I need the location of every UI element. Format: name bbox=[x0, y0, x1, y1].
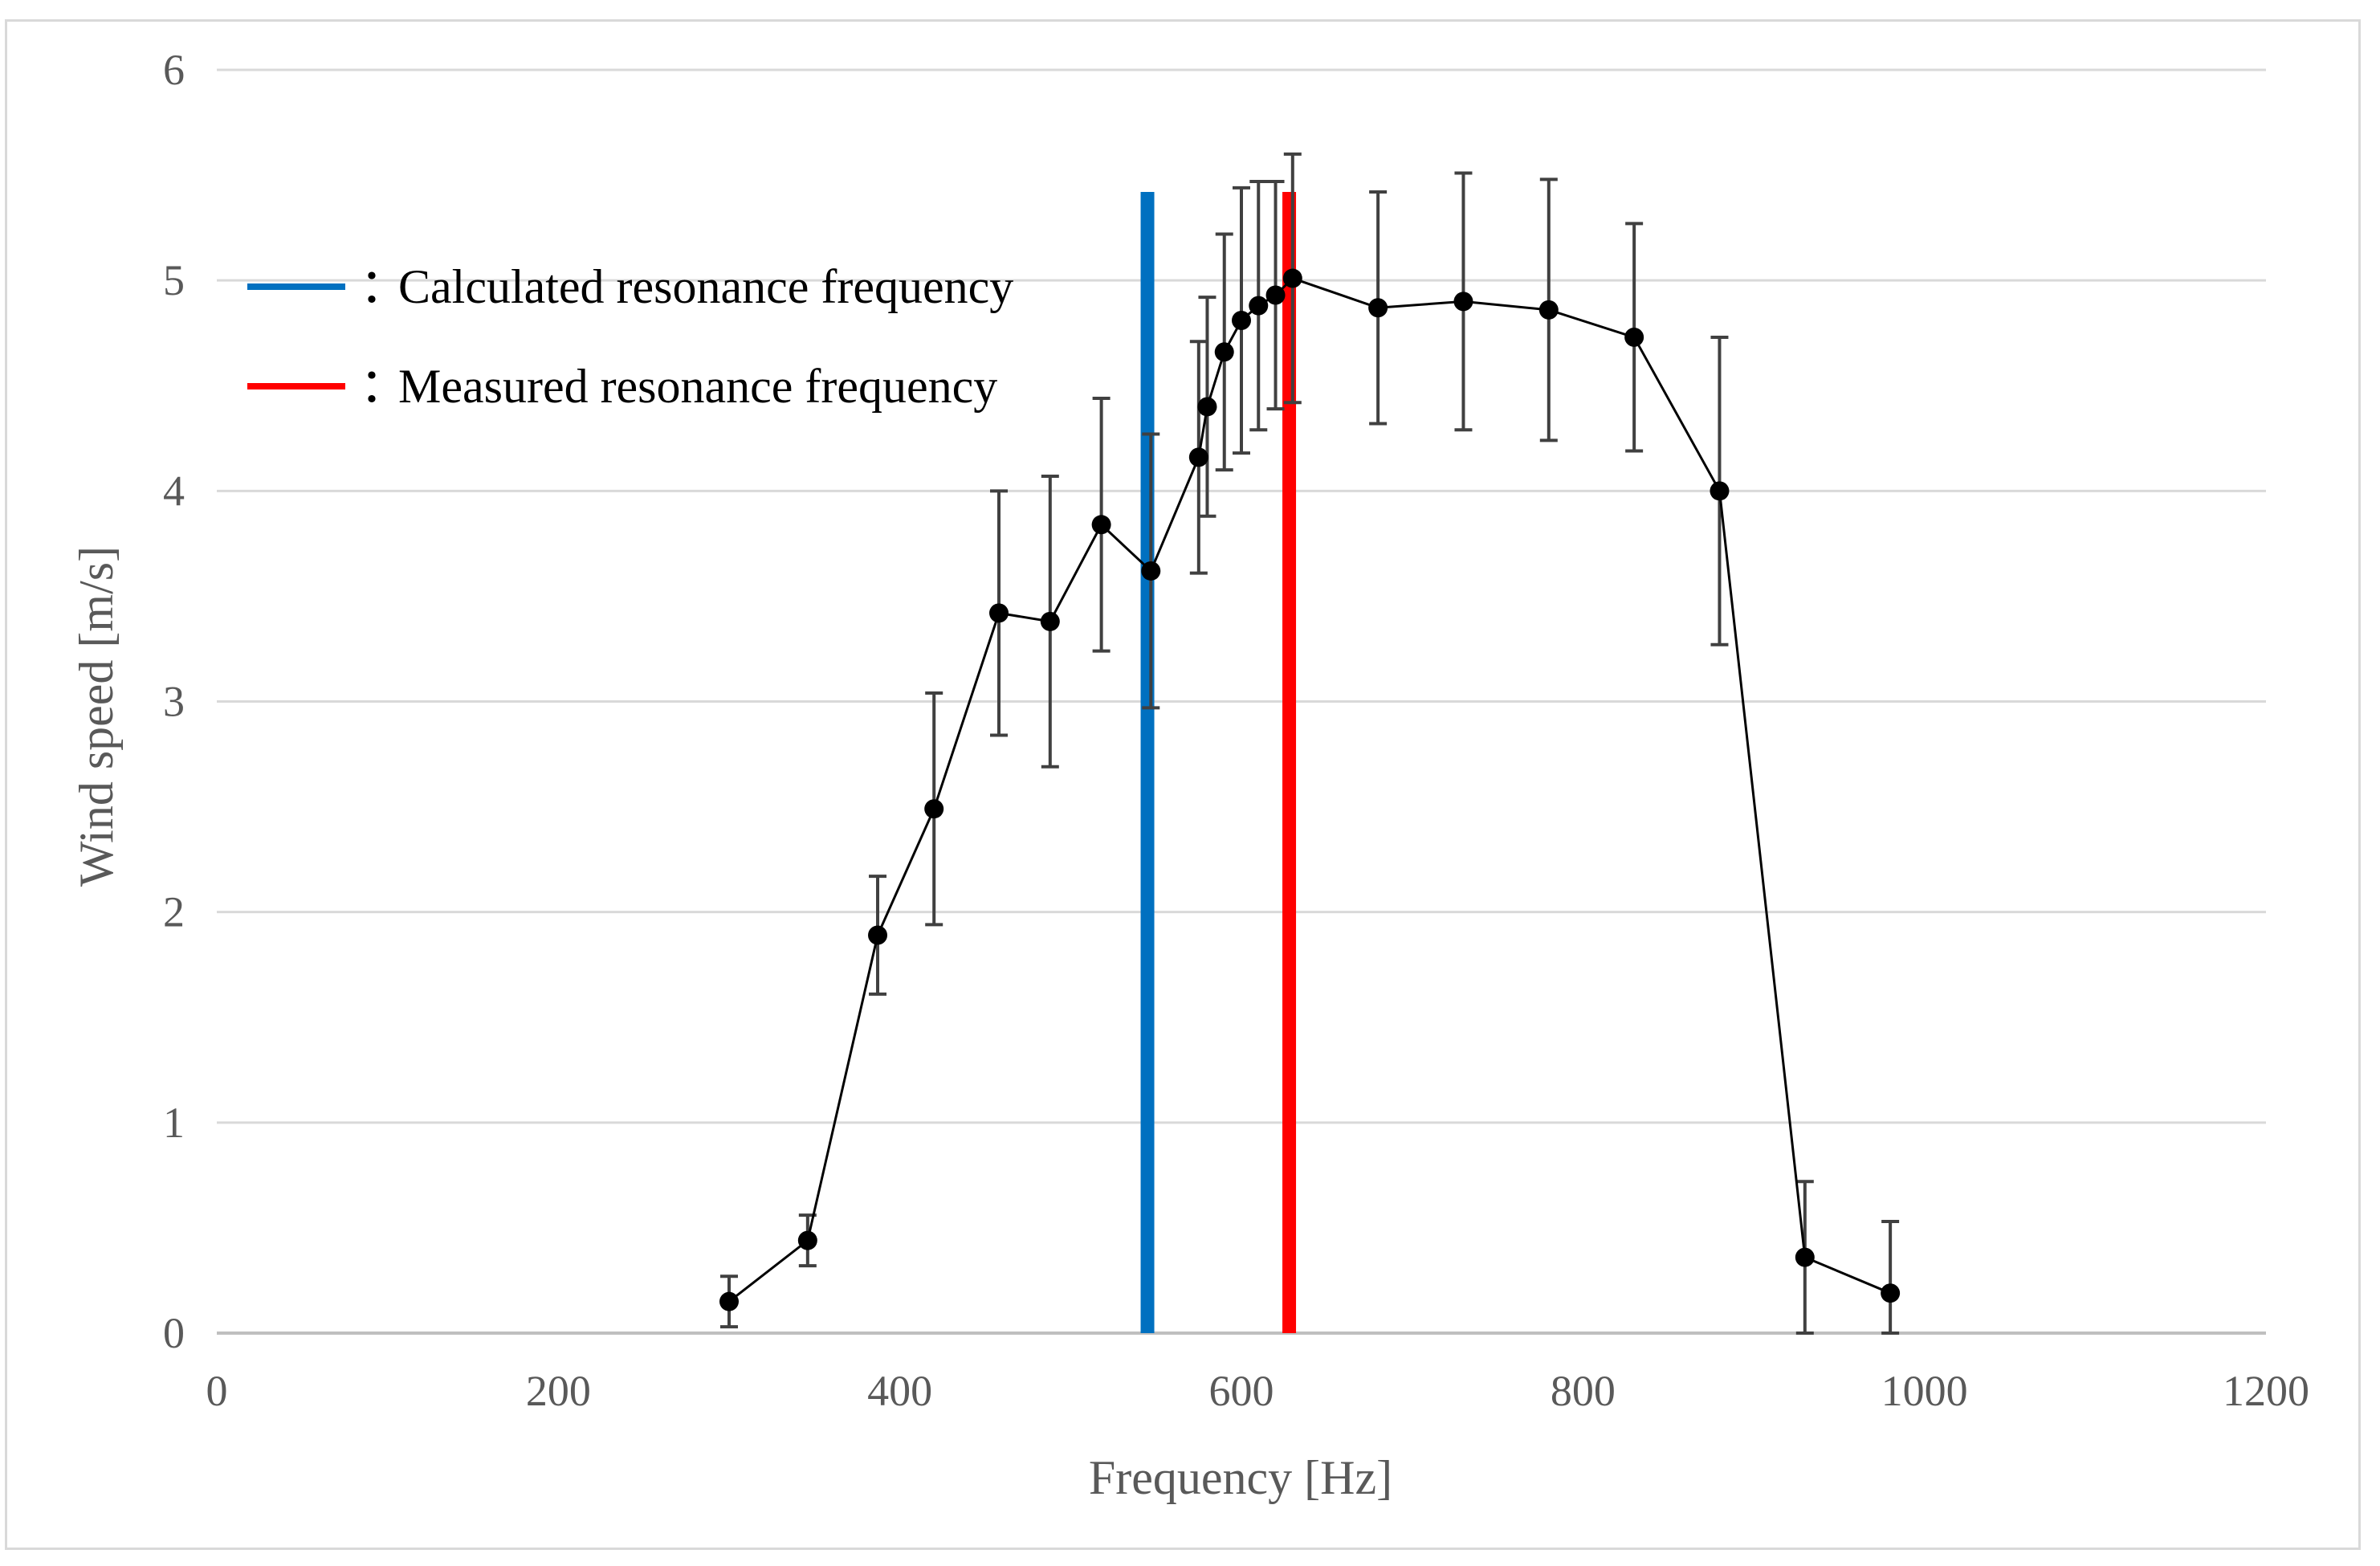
data-point bbox=[1040, 611, 1060, 631]
data-point bbox=[924, 799, 944, 819]
wind-speed-line bbox=[728, 276, 1891, 1303]
data-point bbox=[1282, 268, 1302, 288]
data-point bbox=[1710, 481, 1730, 501]
y-tick-label: 3 bbox=[163, 678, 185, 726]
x-tick-label: 1200 bbox=[2223, 1367, 2309, 1415]
y-tick-label: 5 bbox=[163, 256, 185, 304]
data-point bbox=[1538, 300, 1559, 320]
tick-labels: 0 1 2 3 4 5 6 0 200 400 600 800 1000 1200 bbox=[163, 46, 2309, 1415]
y-tick-label: 2 bbox=[163, 888, 185, 936]
data-point bbox=[1091, 515, 1111, 535]
error-bars bbox=[720, 152, 1900, 1335]
reference-lines bbox=[1140, 192, 1297, 1333]
data-point bbox=[1141, 561, 1161, 581]
legend-label-calculated: Calculated resonance frequency bbox=[398, 260, 1013, 313]
x-tick-label: 1000 bbox=[1881, 1367, 1968, 1415]
x-tick-label: 600 bbox=[1209, 1367, 1274, 1415]
data-point bbox=[1214, 342, 1234, 362]
data-point bbox=[1249, 296, 1269, 316]
legend-separator-measured: ： bbox=[360, 360, 408, 413]
series-line bbox=[728, 276, 1891, 1303]
data-point bbox=[1881, 1283, 1901, 1303]
data-point bbox=[989, 603, 1009, 623]
data-point bbox=[1368, 298, 1388, 318]
data-point bbox=[1453, 292, 1473, 312]
data-points bbox=[719, 268, 1901, 1311]
legend-label-measured: Measured resonance frequency bbox=[398, 360, 997, 413]
chart-frame bbox=[5, 19, 2361, 1550]
y-tick-label: 4 bbox=[163, 467, 185, 515]
y-tick-label: 0 bbox=[163, 1309, 185, 1357]
x-tick-label: 0 bbox=[206, 1367, 228, 1415]
y-axis-title: Wind speed [m/s] bbox=[70, 546, 123, 887]
y-tick-label: 1 bbox=[163, 1099, 185, 1147]
data-point bbox=[719, 1291, 739, 1311]
x-tick-label: 400 bbox=[867, 1367, 932, 1415]
data-point bbox=[1795, 1247, 1815, 1267]
data-point bbox=[1188, 447, 1208, 467]
legend-separator-calculated: ： bbox=[360, 260, 408, 313]
y-tick-label: 6 bbox=[163, 46, 185, 94]
data-point bbox=[1197, 397, 1217, 417]
x-tick-label: 200 bbox=[526, 1367, 591, 1415]
data-point bbox=[1265, 285, 1286, 305]
data-point bbox=[1232, 310, 1251, 330]
data-point bbox=[797, 1230, 817, 1250]
legend: ： Calculated resonance frequency ： Measu… bbox=[247, 260, 1013, 413]
data-point bbox=[868, 925, 888, 945]
x-tick-label: 800 bbox=[1551, 1367, 1616, 1415]
data-point bbox=[1624, 327, 1644, 347]
x-axis-title: Frequency [Hz] bbox=[1089, 1451, 1392, 1504]
